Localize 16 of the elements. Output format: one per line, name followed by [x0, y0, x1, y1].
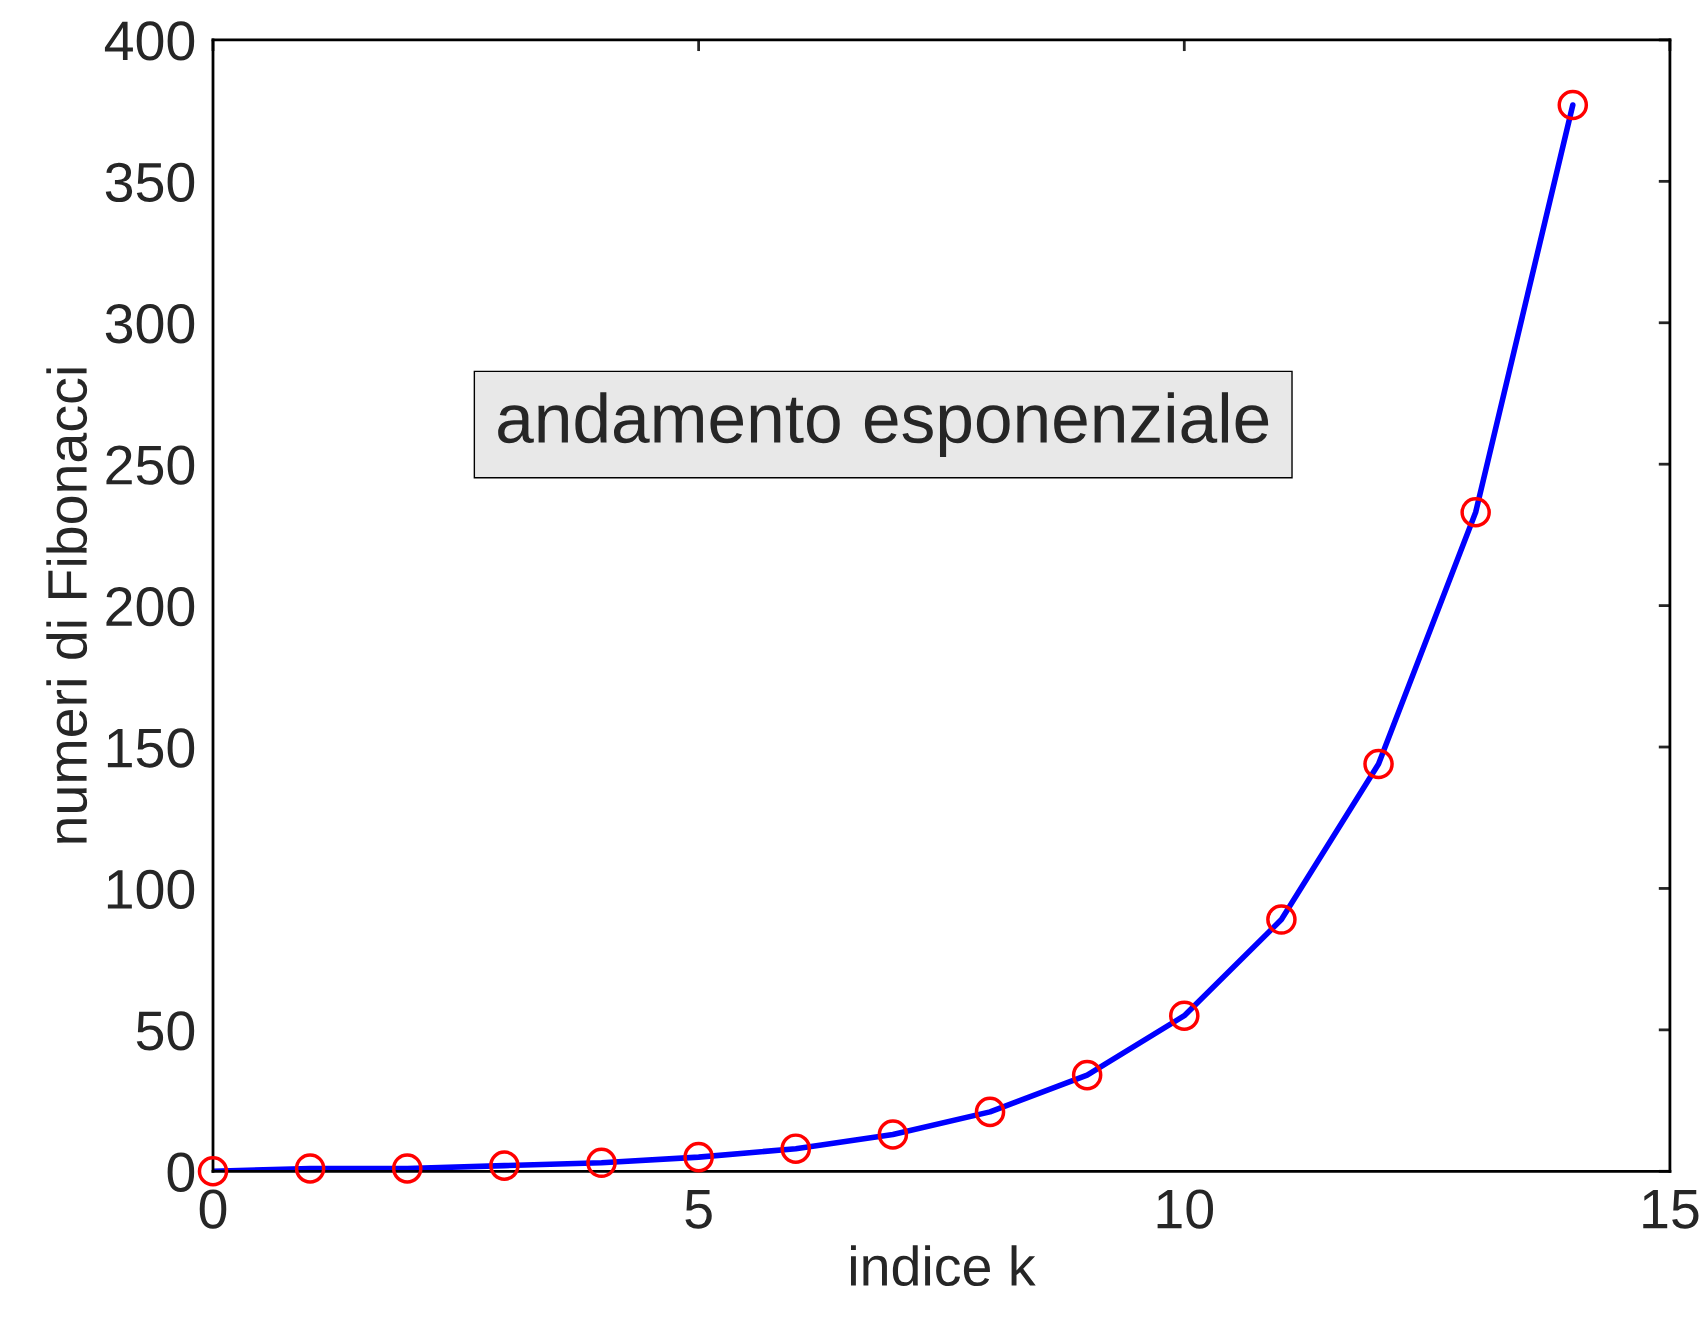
annotation: andamento esponenziale — [498, 392, 1269, 457]
y-tick-label: 350 — [105, 162, 195, 203]
x-tick-label: 0 — [199, 1189, 227, 1229]
y-tick-label: 50 — [136, 1011, 195, 1051]
y-tick-label: 200 — [106, 586, 195, 627]
y-tick-label: 300 — [105, 304, 195, 344]
y-tick-label: 100 — [107, 869, 195, 910]
y-tick-label: 150 — [107, 728, 195, 768]
y-tick-label: 250 — [106, 445, 195, 485]
x-tick-label: 5 — [685, 1189, 712, 1229]
y-axis-title: numeri di Fibonacci — [46, 368, 88, 843]
y-tick-label: 400 — [104, 21, 195, 61]
y-tick-label: 0 — [167, 1152, 195, 1192]
x-tick-label: 15 — [1643, 1189, 1699, 1229]
x-tick-label: 10 — [1157, 1189, 1214, 1229]
x-axis-title: indice k — [851, 1245, 1036, 1287]
